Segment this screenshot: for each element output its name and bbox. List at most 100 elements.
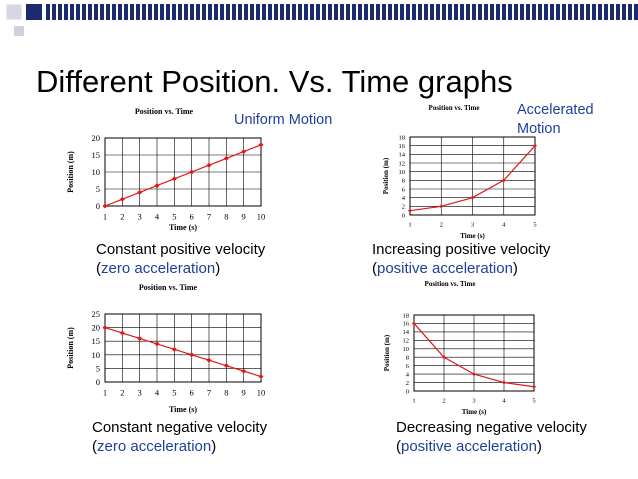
- stripe: [100, 4, 104, 20]
- y-tick-label: 20: [92, 133, 101, 143]
- stripe: [352, 4, 356, 20]
- stripe: [46, 4, 50, 20]
- x-tick-label: 1: [103, 212, 107, 222]
- x-tick-label: 4: [502, 398, 506, 405]
- deco-square-small: [14, 26, 24, 36]
- stripe: [412, 4, 416, 20]
- data-point-marker: [119, 330, 125, 336]
- data-point-marker: [206, 162, 212, 168]
- x-tick-label: 4: [155, 388, 160, 398]
- stripe: [496, 4, 500, 20]
- stripe: [136, 4, 140, 20]
- chart-title: Position vs. Time: [425, 280, 476, 288]
- paren-open: (: [96, 260, 101, 277]
- data-point-marker: [241, 368, 247, 374]
- stripe: [472, 4, 476, 20]
- deco-square-large: [5, 3, 23, 21]
- stripe: [454, 4, 458, 20]
- stripe: [292, 4, 296, 20]
- y-tick-label: 2: [406, 380, 409, 387]
- stripe: [316, 4, 320, 20]
- x-tick-label: 2: [442, 398, 445, 405]
- stripe: [550, 4, 554, 20]
- y-tick-label: 15: [92, 336, 101, 346]
- data-point-marker: [532, 384, 536, 389]
- y-tick-label: 12: [399, 160, 406, 167]
- stripe: [166, 4, 170, 20]
- stripe: [112, 4, 116, 20]
- stripe: [556, 4, 560, 20]
- y-tick-label: 15: [92, 150, 101, 160]
- caption-4-highlight: positive acceleration: [401, 438, 537, 455]
- stripe: [88, 4, 92, 20]
- data-point-marker: [119, 196, 125, 202]
- stripe: [508, 4, 512, 20]
- stripe: [532, 4, 536, 20]
- y-tick-label: 4: [406, 371, 410, 378]
- x-tick-label: 4: [502, 222, 506, 229]
- y-axis-label: Position (m): [382, 157, 390, 194]
- x-tick-label: 3: [138, 212, 142, 222]
- stripe: [610, 4, 614, 20]
- x-tick-label: 10: [257, 212, 266, 222]
- stripe: [214, 4, 218, 20]
- paren-close: ): [536, 438, 542, 455]
- y-tick-label: 6: [406, 363, 410, 370]
- chart-title: Position vs. Time: [139, 283, 198, 292]
- y-tick-label: 6: [402, 186, 406, 193]
- data-point-marker: [241, 149, 247, 155]
- data-point-marker: [408, 208, 412, 213]
- stripe: [280, 4, 284, 20]
- stripe: [358, 4, 362, 20]
- stripe: [592, 4, 596, 20]
- caption-2-highlight: positive acceleration: [377, 260, 513, 277]
- stripe: [208, 4, 212, 20]
- x-tick-label: 5: [533, 222, 536, 229]
- stripe: [406, 4, 410, 20]
- data-point-marker: [223, 363, 229, 369]
- stripe: [190, 4, 194, 20]
- y-tick-label: 5: [96, 363, 100, 373]
- stripe: [388, 4, 392, 20]
- y-tick-label: 14: [399, 152, 406, 159]
- stripe: [586, 4, 590, 20]
- stripe: [364, 4, 368, 20]
- series-line: [104, 144, 262, 207]
- caption-chart-3: Constant negative velocity (zero acceler…: [92, 418, 267, 456]
- data-point-marker: [223, 155, 229, 161]
- data-point-marker: [472, 372, 476, 377]
- x-axis-label: Time (s): [169, 405, 197, 414]
- y-tick-label: 8: [406, 354, 409, 361]
- y-tick-label: 0: [406, 388, 409, 395]
- stripe: [202, 4, 206, 20]
- stripe: [376, 4, 380, 20]
- accelerated-label-line1: Accelerated: [517, 102, 594, 118]
- x-tick-label: 2: [120, 388, 124, 398]
- paren-close: ): [512, 260, 518, 277]
- stripe: [604, 4, 608, 20]
- x-tick-label: 3: [138, 388, 142, 398]
- data-point-marker: [258, 142, 264, 148]
- plot-frame: [104, 313, 262, 383]
- data-point-marker: [171, 346, 177, 352]
- stripe: [322, 4, 326, 20]
- y-axis-label: Position (m): [383, 334, 391, 371]
- stripe: [76, 4, 80, 20]
- caption-1-highlight: zero acceleration: [101, 260, 216, 277]
- paren-close: ): [211, 438, 217, 455]
- stripe: [256, 4, 260, 20]
- stripe: [346, 4, 350, 20]
- data-point-marker: [470, 195, 475, 200]
- y-tick-label: 14: [403, 329, 410, 336]
- stripe: [64, 4, 68, 20]
- stripe: [310, 4, 314, 20]
- x-tick-label: 1: [408, 222, 411, 229]
- x-tick-label: 4: [155, 212, 160, 222]
- chart-svg-2: 0 5 10 15 20 25 1 2 3 4 5 6 7 8 9 10 Position vs. Time Ti…: [66, 283, 265, 414]
- stripe: [400, 4, 404, 20]
- data-point-marker: [442, 355, 446, 360]
- stripe: [274, 4, 278, 20]
- y-tick-label: 10: [399, 169, 406, 176]
- stripe: [196, 4, 200, 20]
